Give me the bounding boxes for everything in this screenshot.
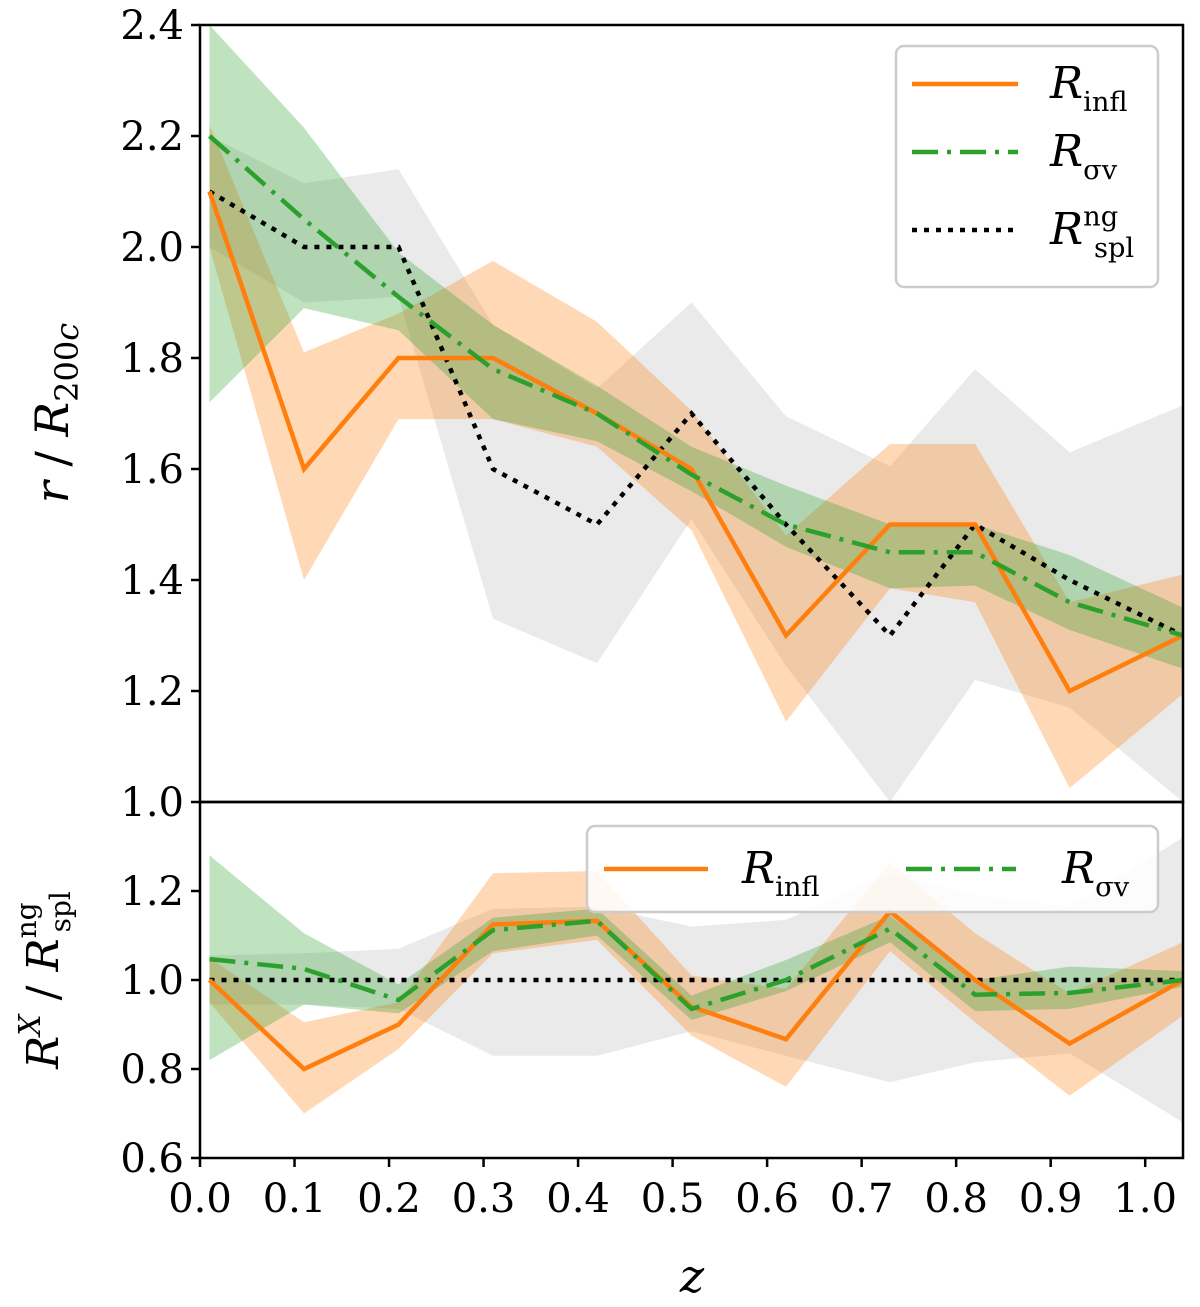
top-y-tick-label: 1.8 bbox=[120, 336, 184, 382]
top-panel: 1.0 1.2 1.4 1.6 1.8 2.0 2.2 2.4 r / R200c Rinfl… bbox=[25, 3, 1185, 826]
top-y-tick-label: 1.4 bbox=[120, 558, 184, 604]
top-legend-label-r-spl-ng: Rng spl bbox=[1049, 202, 1134, 265]
bottom-y-axis-title: RX / Rngspl bbox=[10, 891, 77, 1070]
x-tick-label: 1.0 bbox=[1113, 1176, 1177, 1222]
x-tick-label: 0.3 bbox=[452, 1176, 516, 1222]
x-tick-label: 0.2 bbox=[357, 1176, 421, 1222]
bottom-legend-frame bbox=[585, 824, 1160, 914]
top-legend-frame bbox=[894, 44, 1160, 289]
bottom-y-tick-label: 1.2 bbox=[120, 869, 184, 915]
top-y-axis-title: r / R200c bbox=[25, 323, 86, 503]
bottom-lines bbox=[207, 908, 1183, 1072]
top-y-axis: 1.0 1.2 1.4 1.6 1.8 2.0 2.2 2.4 bbox=[120, 3, 200, 826]
bottom-legend-label-r-sigma-v: Rσv bbox=[1061, 843, 1130, 903]
x-tick-label: 0.8 bbox=[924, 1176, 988, 1222]
bottom-y-tick-label: 1.0 bbox=[120, 958, 184, 1004]
x-axis: 0.0 0.1 0.2 0.3 0.4 0.5 0.6 0.7 0.8 0.9 1.0 bbox=[168, 1158, 1177, 1222]
x-tick-label: 0.0 bbox=[168, 1176, 232, 1222]
top-legend-label-r-infl: Rinfl bbox=[1049, 58, 1128, 118]
top-y-tick-label: 1.6 bbox=[120, 447, 184, 493]
top-y-tick-label: 1.0 bbox=[120, 780, 184, 826]
top-band-r-sigma-v bbox=[209, 25, 1183, 669]
top-y-tick-label: 2.0 bbox=[120, 225, 184, 271]
x-tick-label: 0.5 bbox=[641, 1176, 705, 1222]
x-tick-label: 0.1 bbox=[263, 1176, 327, 1222]
top-legend: Rinfl Rσv Rng spl bbox=[894, 44, 1160, 289]
bottom-legend-label-r-infl: Rinfl bbox=[741, 843, 820, 903]
bottom-y-tick-label: 0.8 bbox=[120, 1047, 184, 1093]
top-band-r-infl bbox=[209, 124, 1183, 789]
x-axis-title: z bbox=[679, 1249, 705, 1303]
top-legend-label-r-sigma-v: Rσv bbox=[1049, 126, 1118, 186]
top-line-r-sigma-v bbox=[208, 134, 1183, 638]
x-tick-label: 0.9 bbox=[1019, 1176, 1083, 1222]
top-lines bbox=[207, 134, 1183, 694]
bottom-y-axis: 0.6 0.8 1.0 1.2 bbox=[120, 869, 200, 1182]
top-y-tick-label: 2.4 bbox=[120, 3, 184, 49]
top-line-r-infl bbox=[207, 190, 1183, 694]
top-y-tick-label: 2.2 bbox=[120, 114, 184, 160]
x-tick-label: 0.4 bbox=[546, 1176, 610, 1222]
top-bands bbox=[209, 25, 1183, 802]
top-y-tick-label: 1.2 bbox=[120, 669, 184, 715]
top-line-r-spl-ng bbox=[208, 189, 1183, 639]
top-band-r-spl-ng bbox=[209, 136, 1183, 802]
bottom-panel: 0.6 0.8 1.0 1.2 0.0 0.1 0.2 0.3 0.4 0.5 0.6 0.7 0.8… bbox=[10, 800, 1185, 1303]
bottom-legend: Rinfl Rσv bbox=[585, 824, 1160, 914]
x-tick-label: 0.7 bbox=[830, 1176, 894, 1222]
bottom-line-r-sigma-v bbox=[209, 918, 1183, 1012]
bottom-y-tick-label: 0.6 bbox=[120, 1136, 184, 1182]
bottom-band-r-infl bbox=[209, 862, 1183, 1114]
x-tick-label: 0.6 bbox=[735, 1176, 799, 1222]
